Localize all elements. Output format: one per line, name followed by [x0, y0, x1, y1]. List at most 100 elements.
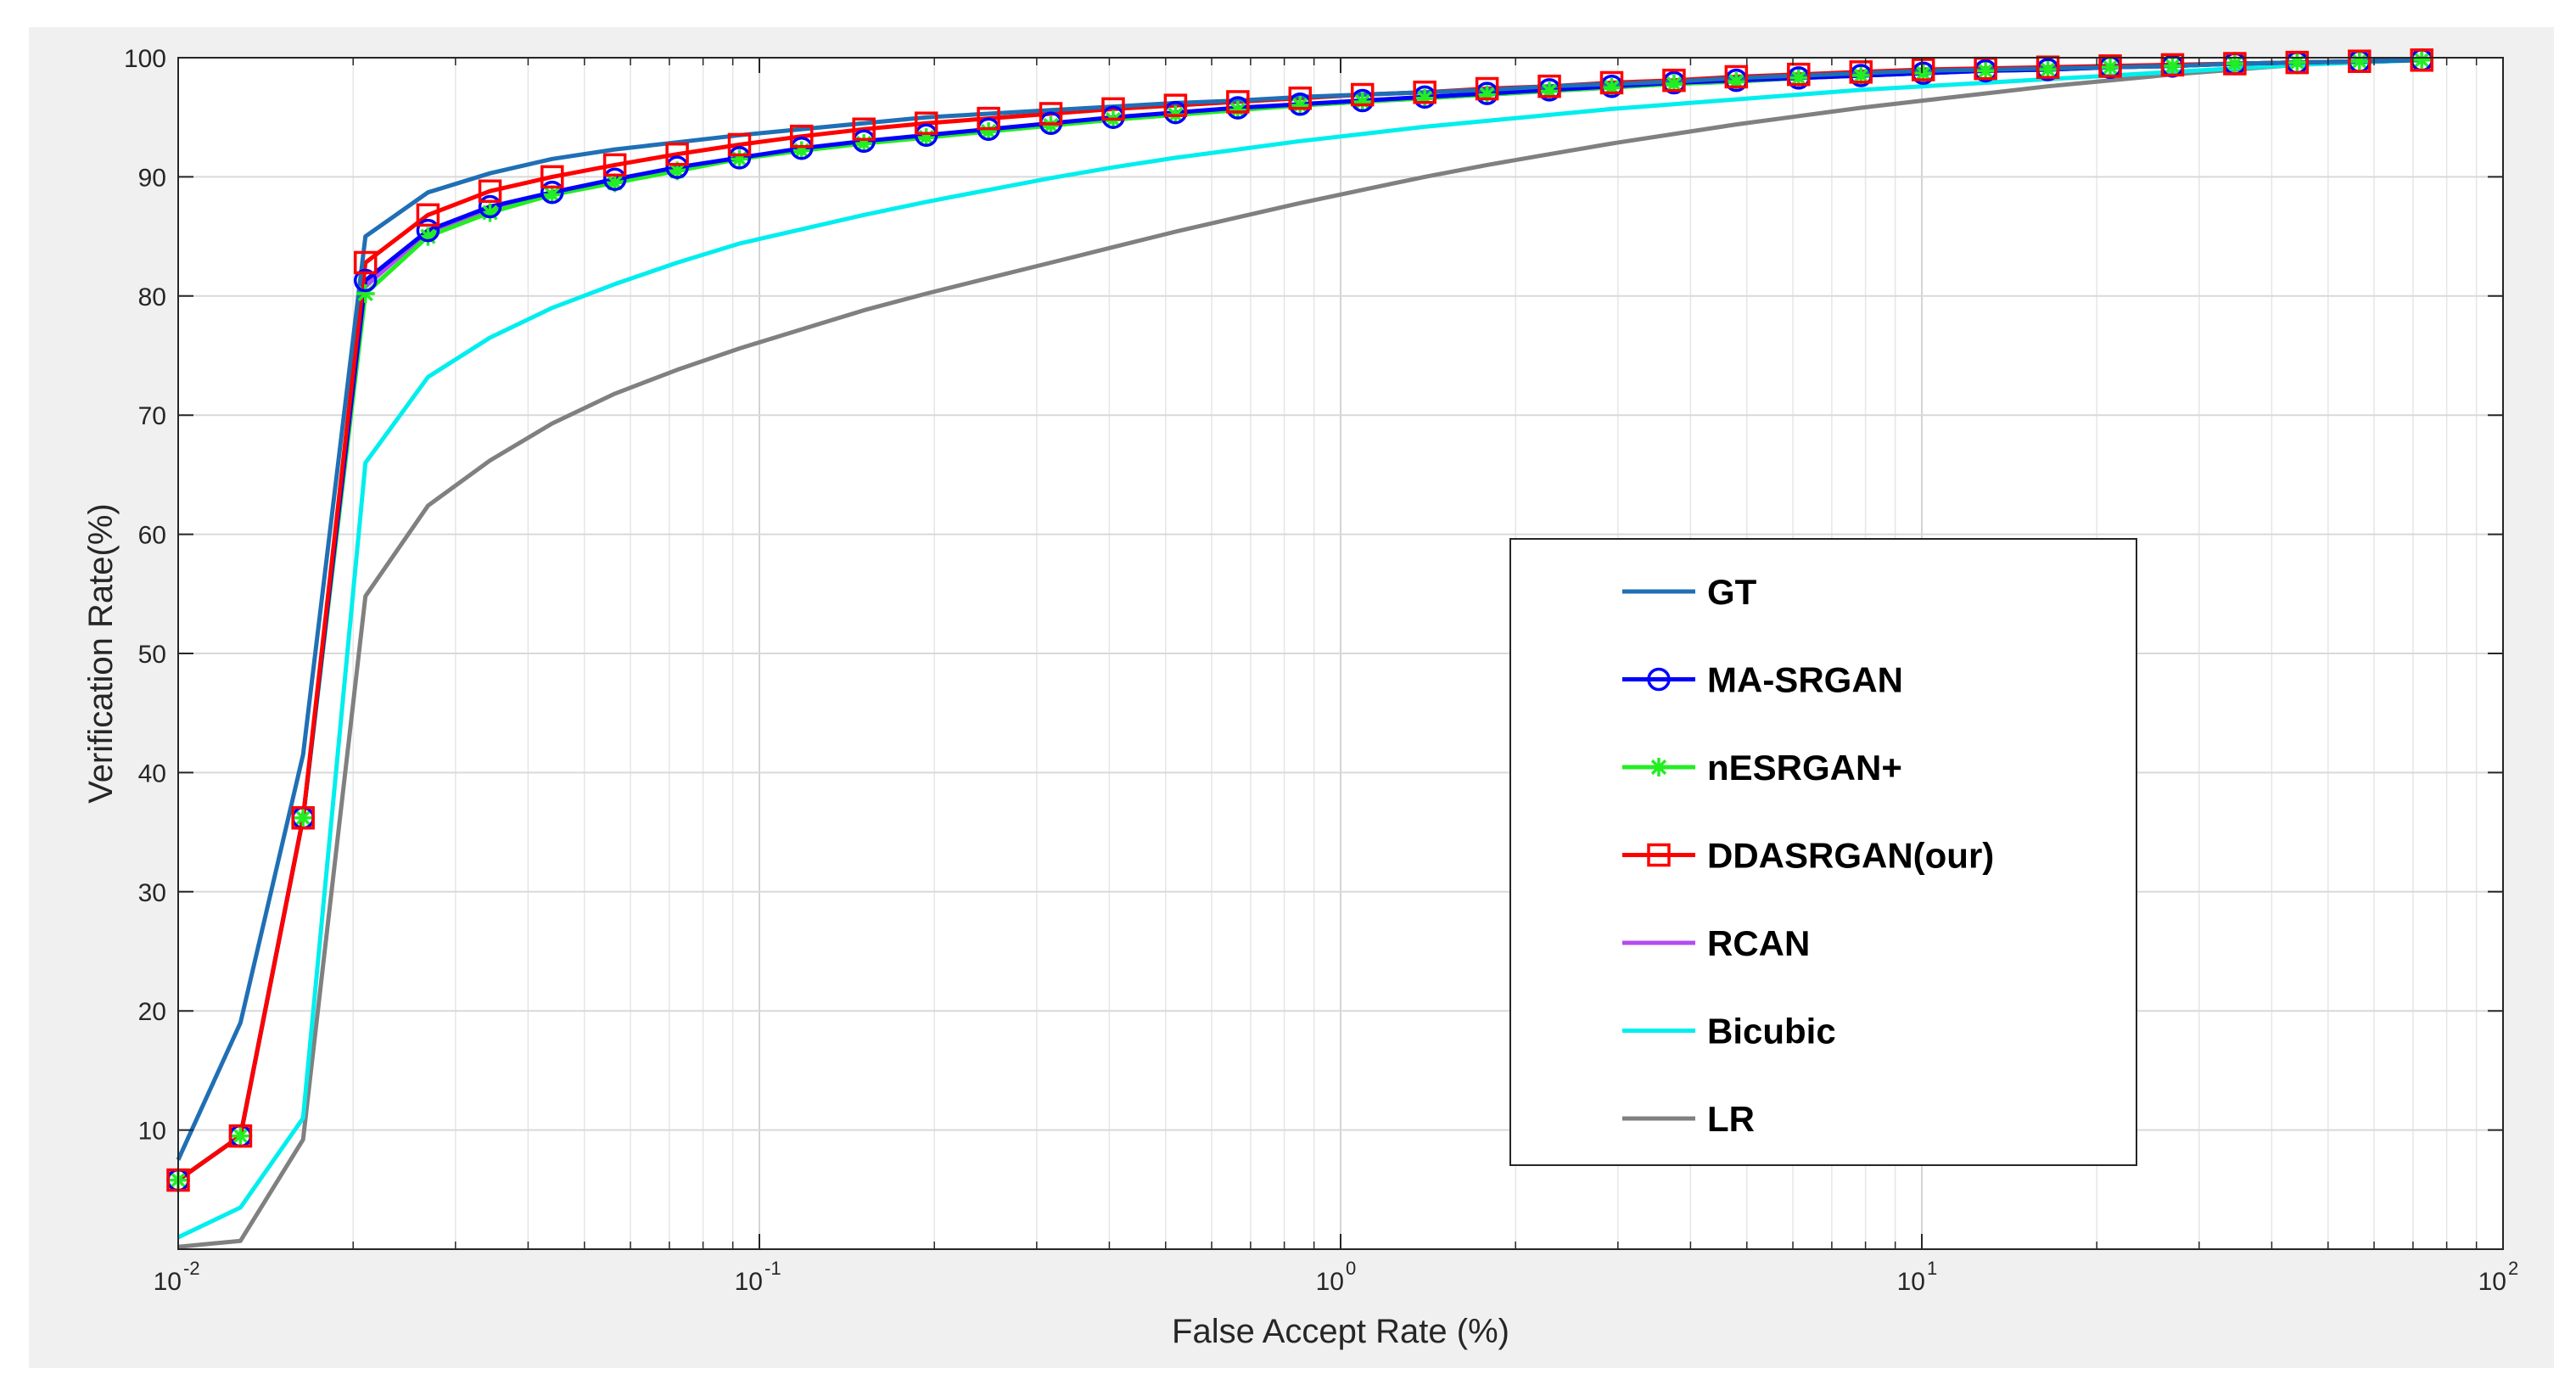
y-tick-label: 80 — [138, 283, 166, 311]
data-point-star — [231, 1126, 250, 1146]
data-point-star — [2163, 56, 2182, 76]
data-point-star — [294, 808, 313, 827]
data-point-square — [540, 165, 564, 189]
data-point-square — [291, 806, 315, 830]
legend-entry-rcan[interactable]: RCAN — [1622, 923, 1810, 963]
data-point-circle — [540, 180, 564, 205]
legend-box — [1509, 538, 2137, 1166]
data-point-circle — [727, 146, 752, 170]
data-point-square — [1599, 70, 1624, 95]
data-point-square — [2285, 50, 2310, 75]
data-point-star — [1976, 61, 1996, 81]
data-point-square — [1911, 58, 1935, 81]
x-tick-label-exponent: 1 — [1927, 1258, 1937, 1279]
data-point-square — [416, 203, 440, 227]
legend-label: LR — [1707, 1099, 1755, 1139]
data-point-square — [1226, 90, 1250, 114]
legend-entry-ma-srgan[interactable]: MA-SRGAN — [1622, 660, 1903, 700]
x-tick-label-exponent: -2 — [183, 1258, 200, 1279]
y-tick-label: 50 — [138, 641, 166, 669]
series-markers — [166, 48, 2433, 1192]
data-point-star — [2349, 52, 2369, 71]
legend-entry-bicubic[interactable]: Bicubic — [1622, 1012, 1836, 1051]
data-point-square — [1101, 97, 1125, 121]
legend-label: MA-SRGAN — [1707, 660, 1903, 700]
data-point-square — [1163, 93, 1188, 117]
data-point-square — [1039, 102, 1063, 126]
data-point-square — [1647, 843, 1671, 867]
data-point-square — [2410, 48, 2433, 72]
y-tick-label: 90 — [138, 164, 166, 192]
data-point-square — [602, 153, 627, 177]
x-tick-label: 10 -2 — [154, 1258, 200, 1296]
data-point-circle — [416, 218, 440, 243]
data-point-square — [727, 132, 752, 157]
data-point-square — [665, 142, 689, 166]
data-point-square — [478, 179, 502, 203]
y-tick-label: 40 — [138, 760, 166, 788]
data-point-square — [1787, 62, 1811, 87]
data-point-square — [1724, 64, 1749, 89]
data-point-square — [852, 117, 876, 141]
data-point-square — [1288, 86, 1313, 110]
x-axis-label: False Accept Rate (%) — [1172, 1313, 1509, 1350]
data-point-square — [977, 106, 1000, 131]
series-line-lr — [177, 56, 2422, 1249]
legend-entry-nesrgan[interactable]: nESRGAN+ — [1622, 748, 1902, 788]
y-axis-label: Verification Rate(%) — [82, 503, 120, 803]
legend-entry-lr[interactable]: LR — [1622, 1099, 1755, 1139]
data-point-circle — [789, 136, 814, 160]
x-tick-label-exponent: 0 — [1346, 1258, 1356, 1279]
data-point-square — [2348, 49, 2372, 73]
data-point-square — [2098, 54, 2122, 78]
data-point-star — [979, 122, 999, 142]
data-point-square — [1413, 80, 1436, 104]
legend[interactable]: GT MA-SRGAN nESRGAN+ DDASRGAN(our) RCAN Bicub… — [1509, 538, 2137, 1166]
data-point-star — [1041, 116, 1061, 136]
x-tick-label-base: 10 — [2478, 1268, 2506, 1296]
legend-entry-gt[interactable]: GT — [1622, 572, 1757, 612]
y-tick-label: 100 — [124, 45, 166, 73]
data-point-circle — [914, 123, 938, 148]
legend-entries: GT MA-SRGAN nESRGAN+ DDASRGAN(our) RCAN Bicub… — [1622, 572, 1994, 1139]
x-tick-label: 10 0 — [1316, 1258, 1357, 1296]
x-tick-label-base: 10 — [1316, 1268, 1344, 1296]
data-point-star — [2101, 58, 2120, 77]
x-tick-label: 10 -1 — [735, 1258, 781, 1296]
axis-ticks — [177, 57, 2504, 1249]
data-point-square — [228, 1124, 253, 1148]
data-point-square — [1537, 74, 1561, 98]
data-point-star — [1913, 64, 1933, 83]
data-point-square — [2223, 52, 2247, 76]
data-point-circle — [665, 155, 689, 179]
x-tick-label: 10 2 — [2478, 1258, 2519, 1296]
x-tick-label-base: 10 — [1897, 1268, 1925, 1296]
data-point-square — [789, 124, 814, 149]
legend-label: GT — [1707, 572, 1757, 612]
y-tick-label: 10 — [138, 1118, 166, 1146]
x-tick-label: 10 1 — [1897, 1258, 1938, 1296]
data-point-square — [914, 111, 938, 135]
y-tick-label: 70 — [138, 402, 166, 430]
data-point-square — [1662, 68, 1686, 93]
data-point-square — [2160, 53, 2185, 77]
legend-label: RCAN — [1707, 923, 1810, 963]
data-point-star — [1228, 100, 1247, 120]
y-tick-label: 60 — [138, 522, 166, 550]
legend-label: Bicubic — [1707, 1012, 1836, 1051]
legend-label: nESRGAN+ — [1707, 748, 1902, 788]
x-tick-label-exponent: -1 — [764, 1258, 781, 1279]
x-tick-label-base: 10 — [735, 1268, 763, 1296]
data-point-circle — [852, 129, 876, 154]
data-point-star — [2038, 60, 2058, 80]
legend-entry-ddasrgan-our[interactable]: DDASRGAN(our) — [1622, 836, 1994, 876]
data-point-square — [1475, 76, 1499, 101]
data-point-circle — [353, 268, 378, 293]
x-tick-label-exponent: 2 — [2508, 1258, 2518, 1279]
y-tick-labels: 10 20 30 40 50 60 70 80 90 100 — [124, 45, 166, 1146]
data-point-circle — [1647, 667, 1671, 692]
y-tick-label: 30 — [138, 879, 166, 907]
x-tick-labels: 10 -2 10 -1 10 0 10 1 10 2 — [154, 1258, 2519, 1296]
legend-label: DDASRGAN(our) — [1707, 836, 1994, 876]
